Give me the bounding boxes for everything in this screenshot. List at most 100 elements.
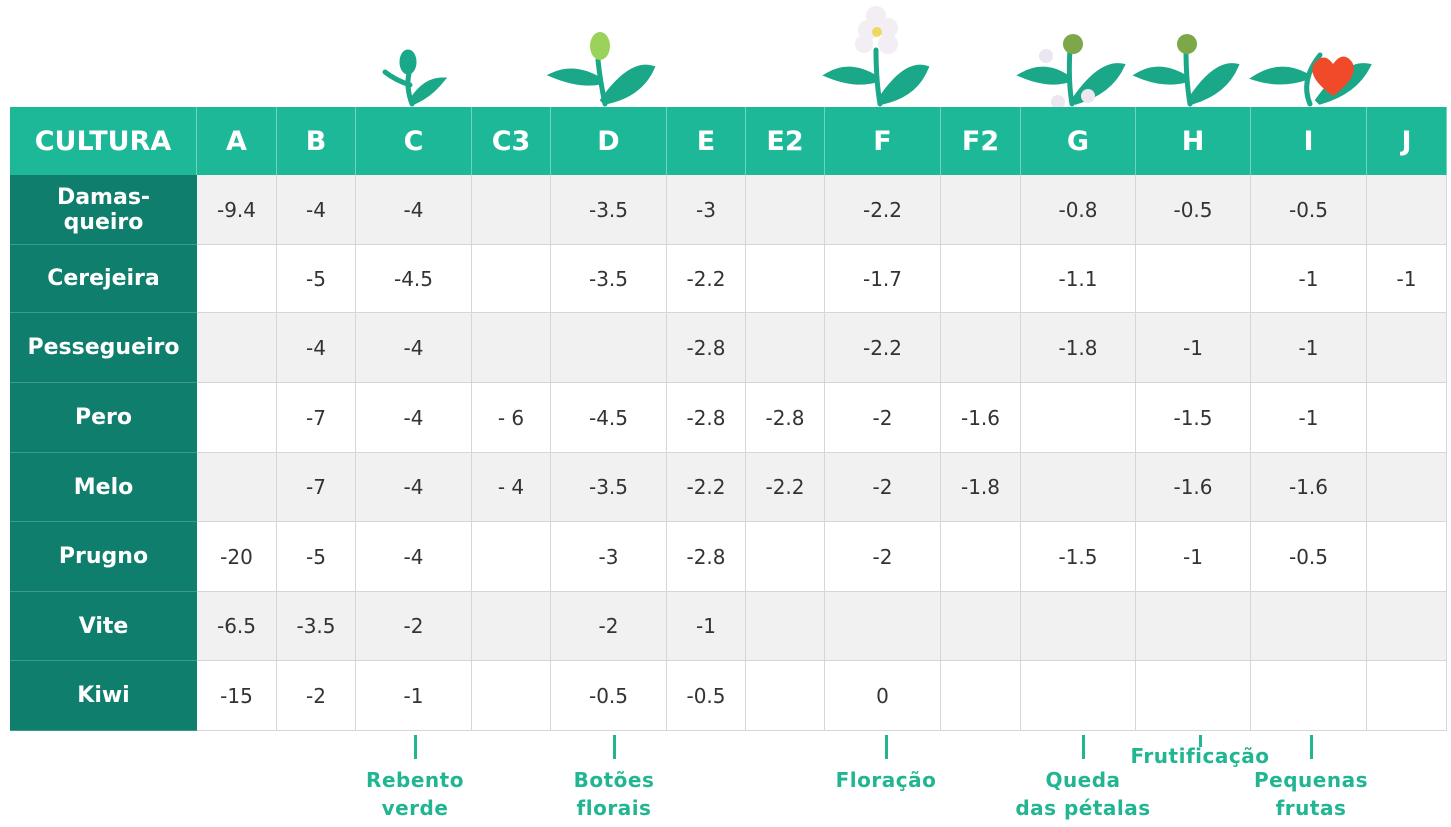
value-cell: -2 [825,383,941,453]
stage-label: Queda das pétalas [993,766,1173,822]
header-cell: C [356,107,472,175]
value-cell: -1 [1251,313,1367,383]
value-cell: -4 [277,175,356,245]
crop-name: Damas- queiro [10,175,197,245]
value-cell [1251,592,1367,661]
value-cell [551,313,667,383]
value-cell: -2 [356,592,472,661]
crop-name: Prugno [10,522,197,592]
value-cell: -4 [356,522,472,592]
value-cell: -1.8 [1021,313,1136,383]
value-cell: -4 [356,453,472,522]
value-cell: -1.5 [1136,383,1251,453]
stage-label: Rebento verde [325,766,505,822]
stage-tick [885,735,888,759]
stage-tick [1310,735,1313,759]
header-cell: C3 [472,107,551,175]
value-cell [1251,661,1367,731]
value-cell: -1 [356,661,472,731]
value-cell [1136,245,1251,313]
value-cell: -2.2 [667,453,746,522]
crop-name: Cerejeira [10,245,197,313]
value-cell [1136,661,1251,731]
value-cell [941,592,1021,661]
value-cell [472,592,551,661]
value-cell: -1 [1136,313,1251,383]
value-cell: -2.8 [667,522,746,592]
value-cell: -1 [667,592,746,661]
crop-name: Pessegueiro [10,313,197,383]
value-cell: -3 [551,522,667,592]
value-cell [472,175,551,245]
value-cell [941,175,1021,245]
value-cell [746,661,825,731]
value-cell [197,245,277,313]
value-cell: -1.5 [1021,522,1136,592]
value-cell: -9.4 [197,175,277,245]
header-cell: CULTURA [10,107,197,175]
value-cell [472,245,551,313]
page: {"table": { "header": ["CULTURA", "A", "… [0,0,1451,827]
value-cell [472,522,551,592]
value-cell: -5 [277,522,356,592]
value-cell: -7 [277,453,356,522]
value-cell: -1 [1136,522,1251,592]
value-cell [746,175,825,245]
header-cell: B [277,107,356,175]
stage-label: Botões florais [524,766,704,822]
value-cell [941,661,1021,731]
value-cell [1021,453,1136,522]
value-cell: 0 [825,661,941,731]
value-cell [472,661,551,731]
value-cell [941,522,1021,592]
value-cell [1367,453,1447,522]
value-cell: -1.7 [825,245,941,313]
value-cell: -3.5 [551,453,667,522]
stage-tick [613,735,616,759]
value-cell: -15 [197,661,277,731]
value-cell: -0.5 [1251,522,1367,592]
header-cell: I [1251,107,1367,175]
value-cell: -2.8 [746,383,825,453]
crop-name: Melo [10,453,197,522]
header-cell: E [667,107,746,175]
value-cell: -0.5 [667,661,746,731]
value-cell [1367,592,1447,661]
value-cell [825,592,941,661]
value-cell: -1 [1251,245,1367,313]
value-cell [197,453,277,522]
value-cell: -4.5 [551,383,667,453]
value-cell: -7 [277,383,356,453]
value-cell [472,313,551,383]
plant-icons [0,0,1451,110]
value-cell: -1.6 [941,383,1021,453]
value-cell [746,592,825,661]
value-cell [941,313,1021,383]
value-cell: - 6 [472,383,551,453]
value-cell: -2.2 [667,245,746,313]
value-cell: -1.6 [1251,453,1367,522]
header-cell: F2 [941,107,1021,175]
value-cell [746,245,825,313]
header-cell: D [551,107,667,175]
value-cell: -1.6 [1136,453,1251,522]
value-cell: -4.5 [356,245,472,313]
value-cell: -4 [356,175,472,245]
header-cell: J [1367,107,1447,175]
stage-tick [414,735,417,759]
value-cell: -3.5 [277,592,356,661]
value-cell: -2 [277,661,356,731]
header-cell: H [1136,107,1251,175]
value-cell: -2 [825,453,941,522]
value-cell: -0.5 [1136,175,1251,245]
value-cell: -4 [277,313,356,383]
value-cell [1367,522,1447,592]
value-cell [941,245,1021,313]
stage-tick [1082,735,1085,759]
crop-name: Vite [10,592,197,661]
value-cell: -1.8 [941,453,1021,522]
value-cell: -2.2 [825,175,941,245]
value-cell [197,383,277,453]
value-cell: -0.8 [1021,175,1136,245]
value-cell: -2.2 [746,453,825,522]
